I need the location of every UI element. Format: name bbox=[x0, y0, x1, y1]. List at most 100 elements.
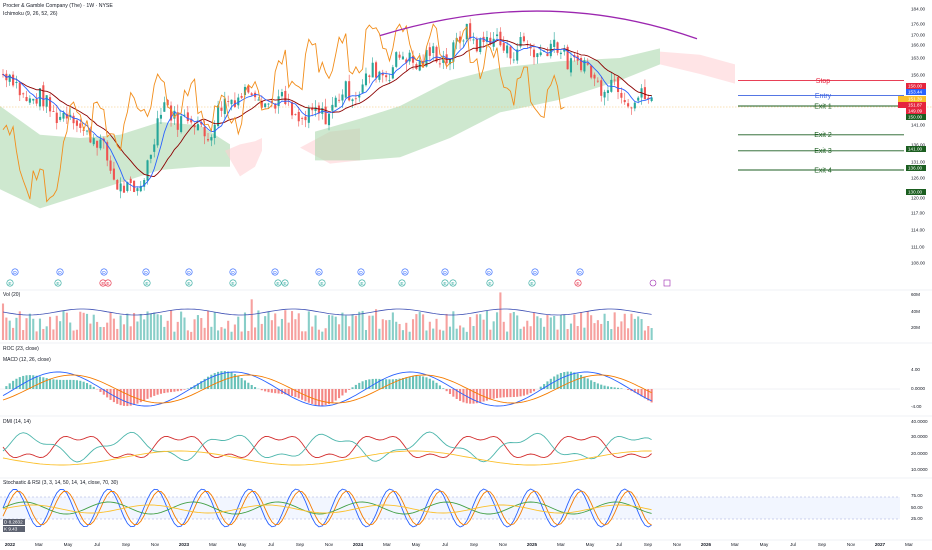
volume-bar bbox=[96, 321, 99, 340]
macd-histogram-bar bbox=[324, 389, 327, 406]
candle-body bbox=[516, 49, 519, 61]
volume-bar bbox=[549, 317, 552, 340]
dividend-marker: D bbox=[441, 268, 449, 276]
volume-bar bbox=[5, 317, 8, 340]
dividend-marker-text: D bbox=[403, 270, 407, 276]
time-tick-label: Sep bbox=[122, 542, 131, 547]
level-label[interactable]: Exit 2 bbox=[814, 132, 832, 139]
candle-body bbox=[569, 58, 573, 73]
ichimoku-legend[interactable]: Ichimoku (9, 26, 52, 26) bbox=[3, 11, 58, 17]
dmi-legend[interactable]: DMI (14, 14) bbox=[3, 419, 31, 425]
volume-bar bbox=[385, 320, 388, 340]
dividend-marker-text: D bbox=[578, 270, 582, 276]
price-badge: 149.09 bbox=[906, 108, 926, 114]
price-tick-label: 131.00 bbox=[911, 160, 925, 165]
volume-bar bbox=[136, 321, 139, 340]
volume-bar bbox=[129, 326, 132, 340]
roc-legend[interactable]: ROC (23, close) bbox=[3, 346, 39, 352]
macd-histogram-bar bbox=[230, 372, 233, 389]
symbol-title[interactable]: Procter & Gamble Company (The) · 1W · NY… bbox=[3, 3, 113, 9]
level-label[interactable]: Exit 1 bbox=[814, 103, 832, 110]
candle-body bbox=[482, 36, 485, 43]
macd-histogram-bar bbox=[499, 389, 502, 398]
volume-bar bbox=[112, 318, 115, 340]
stoch-badge-bg bbox=[3, 519, 25, 525]
volume-bar bbox=[301, 331, 304, 340]
macd-histogram-bar bbox=[290, 389, 294, 396]
volume-bar bbox=[569, 323, 573, 340]
level-label[interactable]: Entry bbox=[815, 93, 832, 100]
cloud-span-bearish-future bbox=[660, 51, 735, 84]
candle-body bbox=[264, 103, 267, 108]
candle-body bbox=[122, 185, 126, 193]
candle-body bbox=[432, 46, 435, 53]
volume-legend[interactable]: Vol (20) bbox=[3, 292, 21, 298]
volume-bar bbox=[448, 326, 452, 340]
candle-body bbox=[395, 52, 398, 67]
volume-bar bbox=[213, 312, 216, 340]
volume-bar bbox=[364, 329, 368, 340]
macd-histogram-bar bbox=[334, 389, 337, 401]
price-tick-label: 141.00 bbox=[911, 123, 925, 128]
time-tick-label: Mar bbox=[383, 542, 391, 547]
volume-bar bbox=[75, 329, 78, 340]
time-tick-label: May bbox=[238, 542, 247, 547]
level-label[interactable]: Exit 4 bbox=[814, 167, 832, 174]
candle-body bbox=[495, 34, 499, 37]
volume-bar bbox=[637, 316, 640, 340]
candle-body bbox=[563, 49, 566, 52]
volume-bar bbox=[59, 321, 62, 340]
volume-bar bbox=[294, 319, 297, 340]
volume-bar bbox=[613, 312, 616, 340]
dmi-minus-line bbox=[2, 431, 652, 463]
macd-histogram-bar bbox=[603, 385, 606, 389]
volume-bar bbox=[620, 321, 623, 340]
candle-body bbox=[163, 102, 166, 112]
time-tick-label: Nov bbox=[673, 542, 682, 547]
volume-bar bbox=[89, 323, 92, 340]
candle-body bbox=[294, 114, 297, 115]
time-tick-label: Mar bbox=[35, 542, 43, 547]
candle-body bbox=[193, 125, 196, 128]
macd-histogram-bar bbox=[506, 389, 509, 398]
macd-histogram-bar bbox=[159, 389, 163, 394]
macd-histogram-bar bbox=[8, 383, 11, 389]
stoch-rsi-legend[interactable]: Stochastic & RSI (3, 3, 14, 50, 14, 14, … bbox=[3, 480, 119, 486]
volume-bar bbox=[109, 312, 112, 340]
macd-histogram-bar bbox=[169, 389, 173, 393]
adx-line bbox=[2, 450, 652, 466]
event-markers: D D D D D D D D D D D D D DE E E E E E E E E E E E E E E E E bbox=[6, 268, 671, 287]
price-badge-bg bbox=[906, 165, 926, 171]
volume-bar bbox=[445, 313, 448, 340]
macd-legend[interactable]: MACD (12, 26, close) bbox=[3, 357, 51, 363]
volume-bar bbox=[469, 317, 472, 340]
dividend-marker: D bbox=[100, 268, 108, 276]
level-label[interactable]: Stop bbox=[816, 78, 831, 85]
volume-bar bbox=[270, 320, 273, 340]
candle-body bbox=[139, 185, 142, 192]
price-badge-bg bbox=[906, 114, 926, 120]
volume-bar bbox=[546, 314, 549, 340]
volume-bar bbox=[254, 327, 257, 340]
level-label[interactable]: Exit 3 bbox=[814, 148, 832, 155]
price-badge: 153.44 bbox=[906, 89, 926, 95]
price-tick-label: 176.00 bbox=[911, 22, 925, 27]
candle-body bbox=[156, 118, 159, 146]
candle-body bbox=[647, 97, 650, 100]
macd-histogram-bar bbox=[59, 379, 62, 389]
volume-bar bbox=[49, 316, 52, 340]
candle-body bbox=[307, 108, 310, 123]
price-badge: 151.39 bbox=[906, 96, 926, 102]
volume-bar bbox=[12, 327, 15, 340]
dividend-marker-circle bbox=[441, 268, 449, 276]
dividend-marker-circle bbox=[401, 268, 409, 276]
volume-bar bbox=[122, 324, 126, 340]
candle-body bbox=[290, 102, 294, 116]
candle-body bbox=[559, 52, 562, 55]
volume-bar bbox=[166, 320, 169, 340]
dividend-marker-text: D bbox=[317, 270, 321, 276]
volume-bar bbox=[196, 315, 199, 340]
candle-body bbox=[42, 85, 45, 107]
candle-body bbox=[512, 59, 515, 61]
macd-histogram-bar bbox=[341, 389, 344, 396]
